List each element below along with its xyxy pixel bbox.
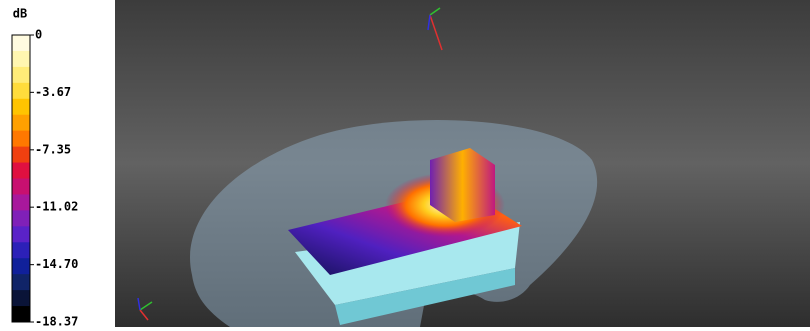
color-swatch [12, 290, 30, 306]
view: dB 0 -3.67 -7.35 -11.02 -14.70 -18.37 [0, 0, 810, 327]
unit-label: dB [13, 7, 27, 21]
color-swatch [12, 131, 30, 147]
tick-label: -7.35 [35, 142, 71, 156]
tick-label: -18.37 [35, 315, 78, 328]
antenna-block [430, 148, 495, 222]
color-swatch [12, 210, 30, 226]
color-swatch [12, 163, 30, 179]
color-swatch [12, 179, 30, 195]
colorbar: 0 -3.67 -7.35 -11.02 -14.70 -18.37 [12, 28, 78, 328]
color-swatch [12, 258, 30, 274]
tick-label: -14.70 [35, 257, 78, 271]
color-swatch [12, 67, 30, 83]
color-swatch [12, 147, 30, 163]
screenshot: dB 0 -3.67 -7.35 -11.02 -14.70 -18.37 [0, 0, 810, 327]
tick-label: -3.67 [35, 85, 71, 99]
color-swatch [12, 51, 30, 67]
color-swatch [12, 306, 30, 322]
color-swatch [12, 35, 30, 51]
color-swatch [12, 242, 30, 258]
color-swatch [12, 115, 30, 131]
color-swatch [12, 274, 30, 290]
tick-label: -11.02 [35, 200, 78, 214]
tick-label: 0 [35, 28, 42, 42]
color-swatch [12, 194, 30, 210]
color-swatch [12, 99, 30, 115]
color-swatch [12, 226, 30, 242]
color-swatch [12, 83, 30, 99]
